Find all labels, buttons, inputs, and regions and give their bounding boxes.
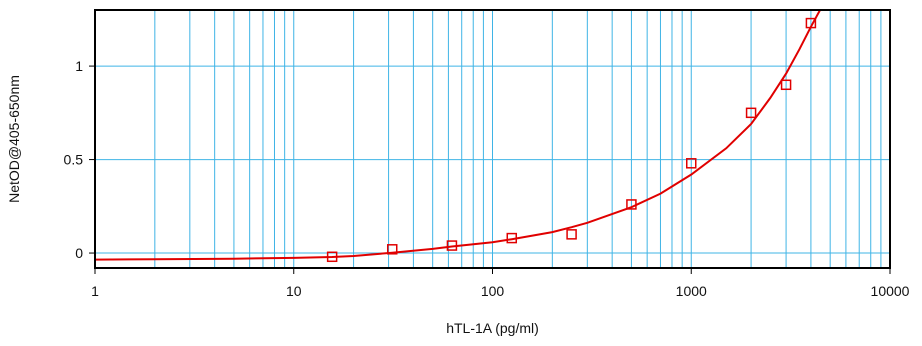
y-tick-label: 0.5: [64, 152, 84, 168]
tick-labels: 1 10 100 1000 10000 0 0.5 1: [64, 58, 910, 299]
plot-series: [95, 10, 822, 263]
x-axis-title: hTL-1A (pg/ml): [446, 320, 539, 336]
data-point-marker: [805, 17, 817, 29]
y-gridlines: [95, 65, 890, 254]
data-point-marker: [506, 232, 518, 244]
data-point-marker: [686, 158, 697, 169]
y-tick-label: 1: [75, 58, 83, 74]
y-tick-label: 0: [75, 245, 83, 261]
fitted-curve: [95, 10, 822, 261]
data-point-marker: [566, 229, 577, 240]
data-point-marker: [780, 79, 792, 91]
data-point-marker: [446, 240, 458, 251]
axis-ticks: [89, 65, 891, 274]
x-tick-label: 1000: [676, 283, 707, 299]
x-gridlines: [154, 10, 882, 268]
x-tick-label: 1: [91, 283, 99, 299]
x-tick-label: 100: [481, 283, 505, 299]
data-point-marker: [326, 251, 338, 263]
y-axis-title: NetOD@405-650nm: [6, 75, 22, 203]
data-point-marker: [386, 244, 398, 255]
x-tick-label: 10000: [871, 283, 910, 299]
x-tick-label: 10: [286, 283, 302, 299]
data-point-marker: [626, 199, 637, 210]
data-point-marker: [745, 107, 757, 119]
